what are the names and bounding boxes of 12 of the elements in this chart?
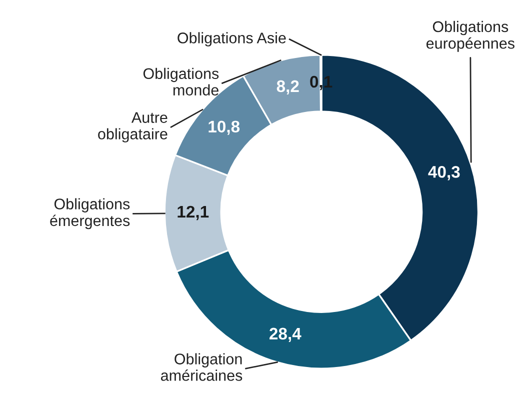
data-label: 0,1 [310, 76, 332, 90]
data-label: 40,3 [428, 166, 460, 180]
slice-label: Obligations émergentes [50, 198, 130, 230]
slice-label: Obligations Asie [178, 32, 286, 46]
data-label: 8,2 [276, 80, 299, 95]
data-label: 28,4 [270, 328, 302, 342]
slice-label: Obligations monde [143, 68, 219, 96]
data-label: 10,8 [208, 120, 240, 135]
data-label: 12,1 [178, 206, 209, 220]
slice-label: Autre obligataire [98, 112, 168, 142]
slice-label: Obligations européennes [426, 20, 514, 52]
slice-label: Obligation américaines [160, 353, 242, 381]
